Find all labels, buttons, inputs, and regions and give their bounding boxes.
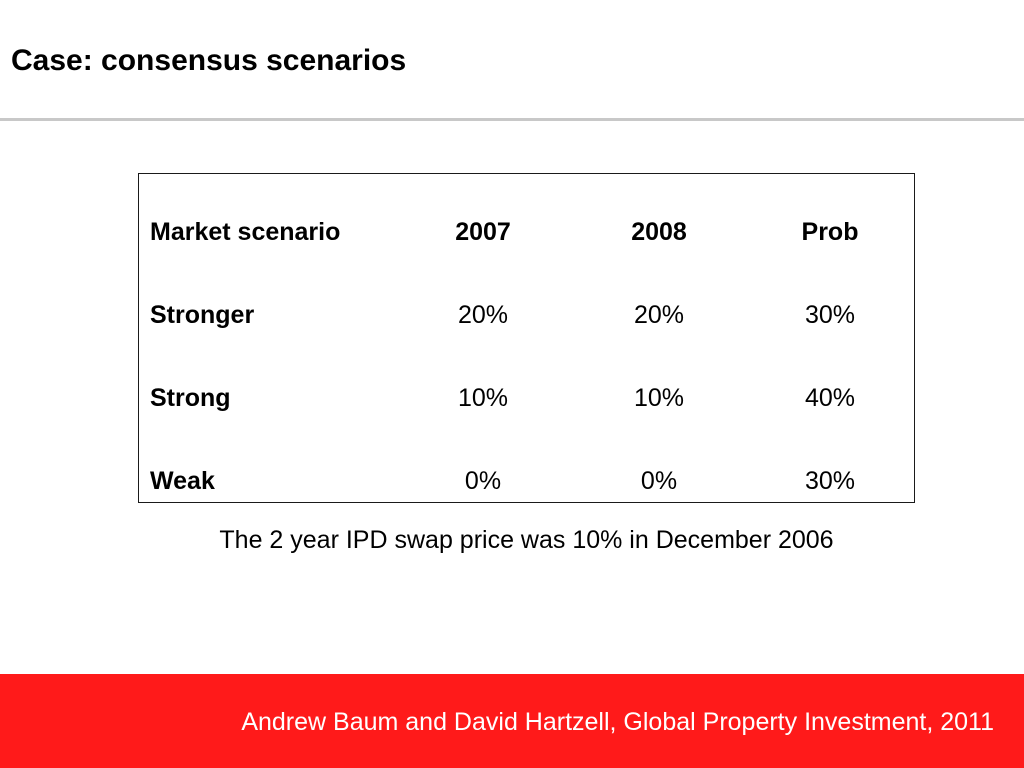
slide-title: Case: consensus scenarios: [11, 44, 407, 77]
row-label: Weak: [150, 467, 215, 495]
header-prob: Prob: [801, 218, 859, 246]
table-row-stronger: Stronger 20% 20% 30%: [139, 295, 914, 335]
cell-prob: 30%: [804, 467, 856, 495]
cell-2007: 0%: [464, 467, 502, 495]
cell-2008: 20%: [633, 301, 685, 329]
cell-2007: 20%: [457, 301, 509, 329]
footer-citation: Andrew Baum and David Hartzell, Global P…: [241, 708, 994, 736]
cell-2007: 10%: [457, 384, 509, 412]
header-2008: 2008: [631, 218, 687, 246]
header-2007: 2007: [455, 218, 511, 246]
header-market-scenario: Market scenario: [150, 218, 341, 246]
table-row-strong: Strong 10% 10% 40%: [139, 378, 914, 418]
cell-prob: 30%: [804, 301, 856, 329]
footer-bar: Andrew Baum and David Hartzell, Global P…: [0, 674, 1024, 768]
table-row-weak: Weak 0% 0% 30%: [139, 461, 914, 501]
cell-2008: 10%: [633, 384, 685, 412]
scenario-table: Market scenario 2007 2008 Prob Stronger …: [138, 173, 915, 503]
title-divider: [0, 118, 1024, 121]
cell-prob: 40%: [804, 384, 856, 412]
row-label: Strong: [150, 384, 231, 412]
row-label: Stronger: [150, 301, 255, 329]
cell-2008: 0%: [640, 467, 678, 495]
table-header-row: Market scenario 2007 2008 Prob: [139, 212, 914, 252]
swap-price-note: The 2 year IPD swap price was 10% in Dec…: [219, 526, 834, 554]
